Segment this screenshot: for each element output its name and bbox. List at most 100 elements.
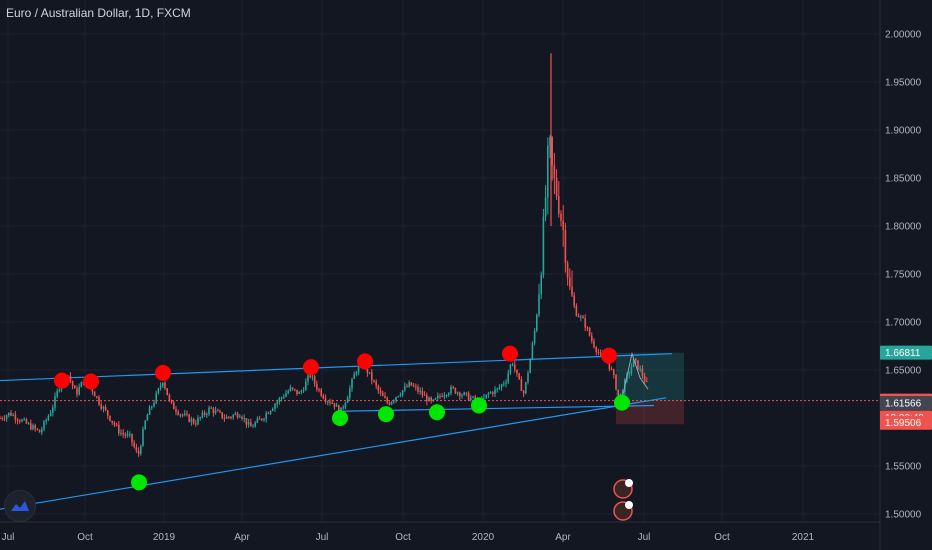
candle-body (573, 295, 575, 306)
candle-body (170, 399, 173, 403)
candle-body (311, 376, 314, 378)
candle-body (588, 327, 591, 336)
candle-body (465, 392, 468, 394)
candle-body (261, 418, 263, 420)
candle-body (274, 404, 276, 409)
candle-body (584, 318, 586, 328)
candle-body (452, 386, 454, 389)
price-tag: 1.66811 (880, 345, 932, 360)
candle-body (551, 137, 553, 166)
candle-body (258, 418, 261, 420)
candle-body (542, 216, 545, 276)
candle-body (632, 359, 635, 368)
candle-body (5, 415, 8, 419)
candle-body (232, 414, 234, 418)
swing-high-marker (357, 353, 373, 370)
candle-body (208, 407, 210, 414)
candle-body (450, 386, 452, 394)
price-tag-label: 1.66811 (885, 348, 921, 359)
candle-body (494, 389, 496, 395)
tradingview-logo-icon[interactable] (4, 490, 36, 522)
candle-body (265, 413, 267, 419)
swing-low-marker (429, 404, 445, 421)
candle-body (78, 387, 80, 395)
candle-body (296, 389, 298, 395)
candle-body (23, 419, 25, 421)
candle-body (461, 394, 463, 397)
candle-body (111, 420, 113, 423)
candle-body (426, 395, 428, 402)
candle-body (140, 445, 142, 454)
price-axis-label: 1.50000 (885, 510, 922, 521)
candle-body (41, 429, 43, 433)
candle-body (408, 382, 410, 387)
candle-body (327, 401, 329, 403)
candle-body (179, 414, 182, 416)
candle-body (384, 396, 386, 399)
candle-body (514, 364, 516, 370)
candle-body (586, 327, 589, 329)
time-axis-label: Jul (638, 532, 651, 543)
candle-body (331, 402, 333, 404)
candle-body (289, 387, 292, 391)
candle-body (597, 351, 600, 353)
candle-body (124, 434, 127, 436)
candle-body (333, 403, 336, 407)
candle-body (199, 417, 201, 419)
candle-body (637, 360, 639, 370)
time-axis-label: Oct (77, 532, 93, 543)
candle-body (219, 410, 221, 413)
candle-body (148, 407, 151, 415)
candle-body (212, 408, 215, 413)
candle-body (610, 369, 613, 371)
price-tag-label: 1.59506 (885, 418, 922, 429)
candle-body (443, 395, 446, 397)
price-axis-label: 1.80000 (885, 222, 922, 233)
candle-body (294, 388, 296, 390)
candle-body (439, 395, 441, 397)
candle-body (437, 395, 439, 399)
candle-body (80, 382, 83, 388)
candle-body (186, 413, 188, 415)
candle-body (538, 294, 540, 315)
candle-body (390, 401, 393, 405)
candle-body (276, 401, 278, 405)
candle-body (56, 391, 58, 397)
candle-body (324, 398, 327, 402)
candle-body (34, 425, 36, 429)
candle-body (74, 386, 76, 389)
candle-body (230, 417, 232, 419)
candle-body (153, 402, 155, 407)
candle-body (298, 392, 300, 395)
candle-body (564, 230, 567, 264)
candle-body (544, 197, 547, 217)
swing-low-marker (131, 474, 147, 491)
swing-high-marker (83, 373, 99, 390)
projection-path (621, 351, 649, 399)
candle-body (410, 382, 413, 386)
candle-body (313, 376, 316, 384)
candle-body (38, 429, 41, 433)
candle-body (338, 405, 340, 415)
candle-body (459, 392, 461, 397)
candle-body (54, 396, 56, 408)
candle-body (115, 424, 118, 426)
candle-body (445, 395, 448, 397)
candle-body (19, 420, 21, 422)
candle-body (487, 393, 490, 395)
candle-body (509, 364, 512, 374)
candle-body (615, 374, 617, 390)
swing-high-marker (54, 372, 70, 389)
candle-body (529, 359, 531, 374)
candle-body (643, 375, 646, 382)
swing-high-marker (601, 347, 617, 364)
candle-body (500, 384, 503, 388)
candle-body (146, 414, 149, 421)
candle-body (201, 412, 204, 418)
price-axis-label: 1.95000 (885, 78, 922, 89)
candle-body (256, 418, 259, 423)
candle-body (206, 413, 208, 415)
candle-body (335, 405, 338, 407)
candle-body (375, 381, 377, 386)
